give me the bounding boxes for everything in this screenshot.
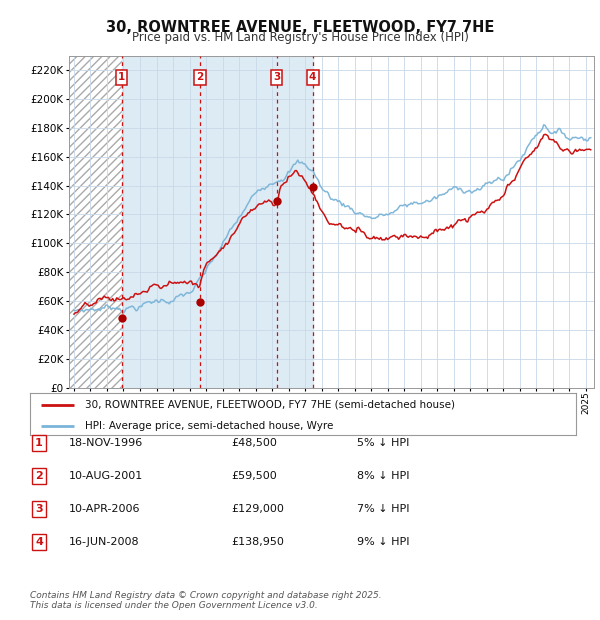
Text: 7% ↓ HPI: 7% ↓ HPI [357,504,409,514]
Bar [69,56,122,388]
Text: 9% ↓ HPI: 9% ↓ HPI [357,537,409,547]
Bar [121,56,313,388]
Text: £48,500: £48,500 [231,438,277,448]
Text: 30, ROWNTREE AVENUE, FLEETWOOD, FY7 7HE: 30, ROWNTREE AVENUE, FLEETWOOD, FY7 7HE [106,20,494,35]
Text: 3: 3 [273,73,280,82]
Text: 30, ROWNTREE AVENUE, FLEETWOOD, FY7 7HE (semi-detached house): 30, ROWNTREE AVENUE, FLEETWOOD, FY7 7HE … [85,400,455,410]
Text: Price paid vs. HM Land Registry's House Price Index (HPI): Price paid vs. HM Land Registry's House … [131,31,469,44]
Text: 16-JUN-2008: 16-JUN-2008 [69,537,140,547]
Text: 2: 2 [196,73,203,82]
Text: 2: 2 [35,471,43,481]
Text: £138,950: £138,950 [231,537,284,547]
Text: £129,000: £129,000 [231,504,284,514]
Text: 10-AUG-2001: 10-AUG-2001 [69,471,143,481]
Text: 4: 4 [35,537,43,547]
Text: 3: 3 [35,504,43,514]
Text: This data is licensed under the Open Government Licence v3.0.: This data is licensed under the Open Gov… [30,601,318,610]
Text: 4: 4 [309,73,316,82]
Text: 1: 1 [118,73,125,82]
Text: Contains HM Land Registry data © Crown copyright and database right 2025.: Contains HM Land Registry data © Crown c… [30,590,382,600]
Text: 5% ↓ HPI: 5% ↓ HPI [357,438,409,448]
Text: HPI: Average price, semi-detached house, Wyre: HPI: Average price, semi-detached house,… [85,421,333,431]
Text: £59,500: £59,500 [231,471,277,481]
Text: 8% ↓ HPI: 8% ↓ HPI [357,471,409,481]
Text: 18-NOV-1996: 18-NOV-1996 [69,438,143,448]
Text: 10-APR-2006: 10-APR-2006 [69,504,140,514]
Text: 1: 1 [35,438,43,448]
